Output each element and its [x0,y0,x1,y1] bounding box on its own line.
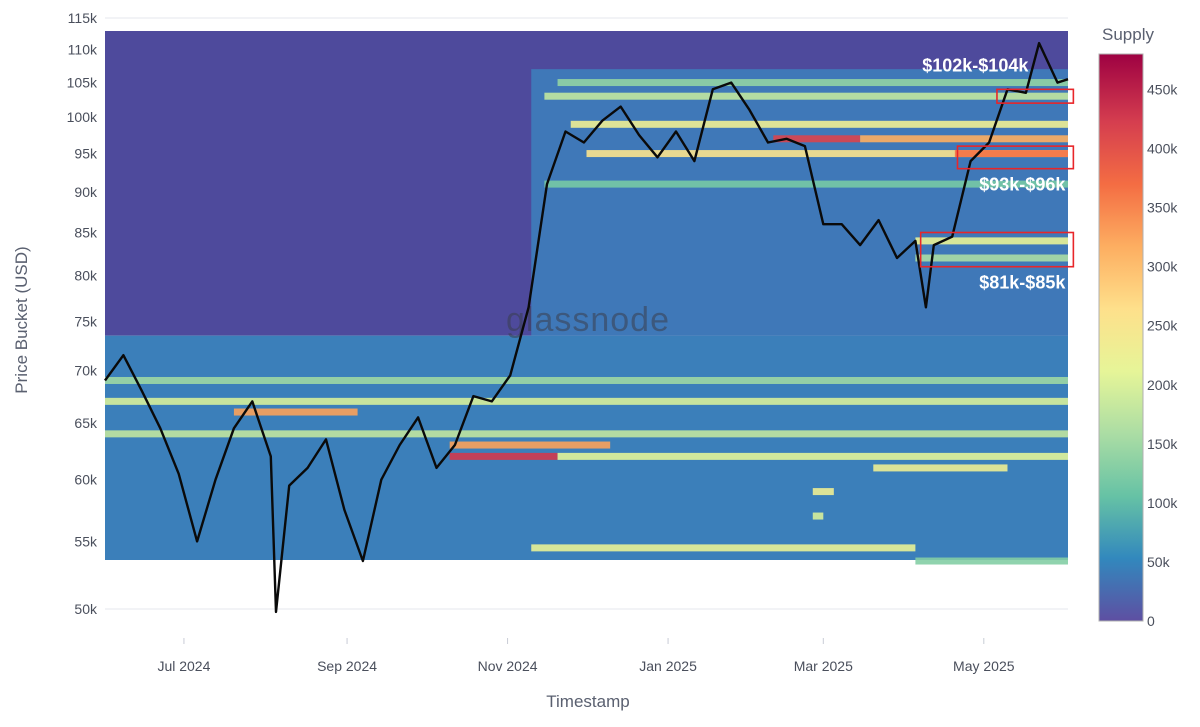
y-axis-ticks: 115k 110k 105k 100k 95k 90k 85k 80k 75k 70k 65k 60k… [67,10,98,617]
supply-band [915,237,1068,245]
colorbar-tick-label: 50k [1147,554,1171,570]
watermark: glassnode [506,301,670,339]
supply-band [544,180,1068,188]
supply-band [544,92,1068,100]
y-axis-title: Price Bucket (USD) [12,246,31,393]
supply-band [812,512,824,520]
y-tick-label: 60k [74,472,98,488]
heatmap-area [105,31,1068,565]
supply-band [449,441,611,449]
annotation-box [956,145,1075,170]
x-axis-title: Timestamp [546,692,629,711]
colorbar-gradient [1098,53,1144,622]
supply-band [570,120,1068,128]
supply-band [915,254,1068,262]
x-tick-label: Jan 2025 [639,658,697,674]
supply-band [586,150,1068,158]
colorbar-tick-label: 150k [1147,436,1178,452]
y-tick-label: 95k [74,146,98,162]
supply-band [105,430,1068,438]
x-tick-label: May 2025 [953,658,1015,674]
colorbar-tick-label: 450k [1147,81,1178,97]
supply-band [860,135,1068,143]
y-tick-label: 50k [74,601,98,617]
y-tick-label: 100k [67,109,98,125]
annotation-label: $81k-$85k [979,273,1066,293]
annotations: $102k-$104k $93k-$96k $81k-$85k [919,55,1075,293]
colorbar-tick-label: 400k [1147,141,1178,157]
y-tick-label: 115k [68,10,98,26]
x-tick-label: Sep 2024 [317,658,377,674]
supply-band [915,557,1068,565]
colorbar-tick-label: 0 [1147,613,1155,629]
y-tick-label: 75k [74,313,98,329]
supply-band [812,488,834,496]
y-tick-label: 105k [67,75,98,91]
x-tick-label: Jul 2024 [157,658,210,674]
annotation-label: $102k-$104k [922,55,1029,75]
y-tick-label: 80k [74,268,98,284]
supply-band [105,376,1068,384]
y-tick-label: 65k [74,415,98,431]
y-tick-label: 110k [68,42,98,58]
supply-band [531,544,916,552]
supply-band [233,408,358,416]
colorbar-tick-label: 300k [1147,259,1178,275]
annotation-box [919,231,1075,268]
supply-band [954,150,1068,158]
colorbar-ticks: 450k 400k 350k 300k 250k 200k 150k 100k 50k 0 [1147,81,1178,629]
x-axis-ticks: Jul 2024 Sep 2024 Nov 2024 Jan 2025 Mar 2025… [157,638,1015,674]
supply-band [557,79,1068,87]
colorbar-title: Supply [1102,25,1154,44]
price-series-line [104,41,1069,614]
colorbar-tick-label: 100k [1147,495,1178,511]
heatmap-upper-region [531,69,1068,336]
annotation-box [996,88,1075,104]
y-tick-label: 85k [74,224,98,240]
supply-bands [105,79,1068,565]
annotation-label: $93k-$96k [979,175,1066,195]
supply-band [449,452,558,460]
colorbar: Supply 450k 400k 350k 300k 250k 200k 150k 100k 5… [1098,25,1178,629]
supply-band [873,464,1008,472]
y-tick-label: 90k [74,184,98,200]
colorbar-tick-label: 350k [1147,200,1178,216]
y-tick-label: 70k [74,362,98,378]
supply-band [105,397,1068,405]
y-tick-label: 55k [74,533,98,549]
x-tick-label: Nov 2024 [478,658,538,674]
supply-band [557,452,1068,460]
x-tick-label: Mar 2025 [794,658,853,674]
colorbar-tick-label: 250k [1147,318,1178,334]
colorbar-tick-label: 200k [1147,377,1178,393]
supply-band [773,135,861,143]
